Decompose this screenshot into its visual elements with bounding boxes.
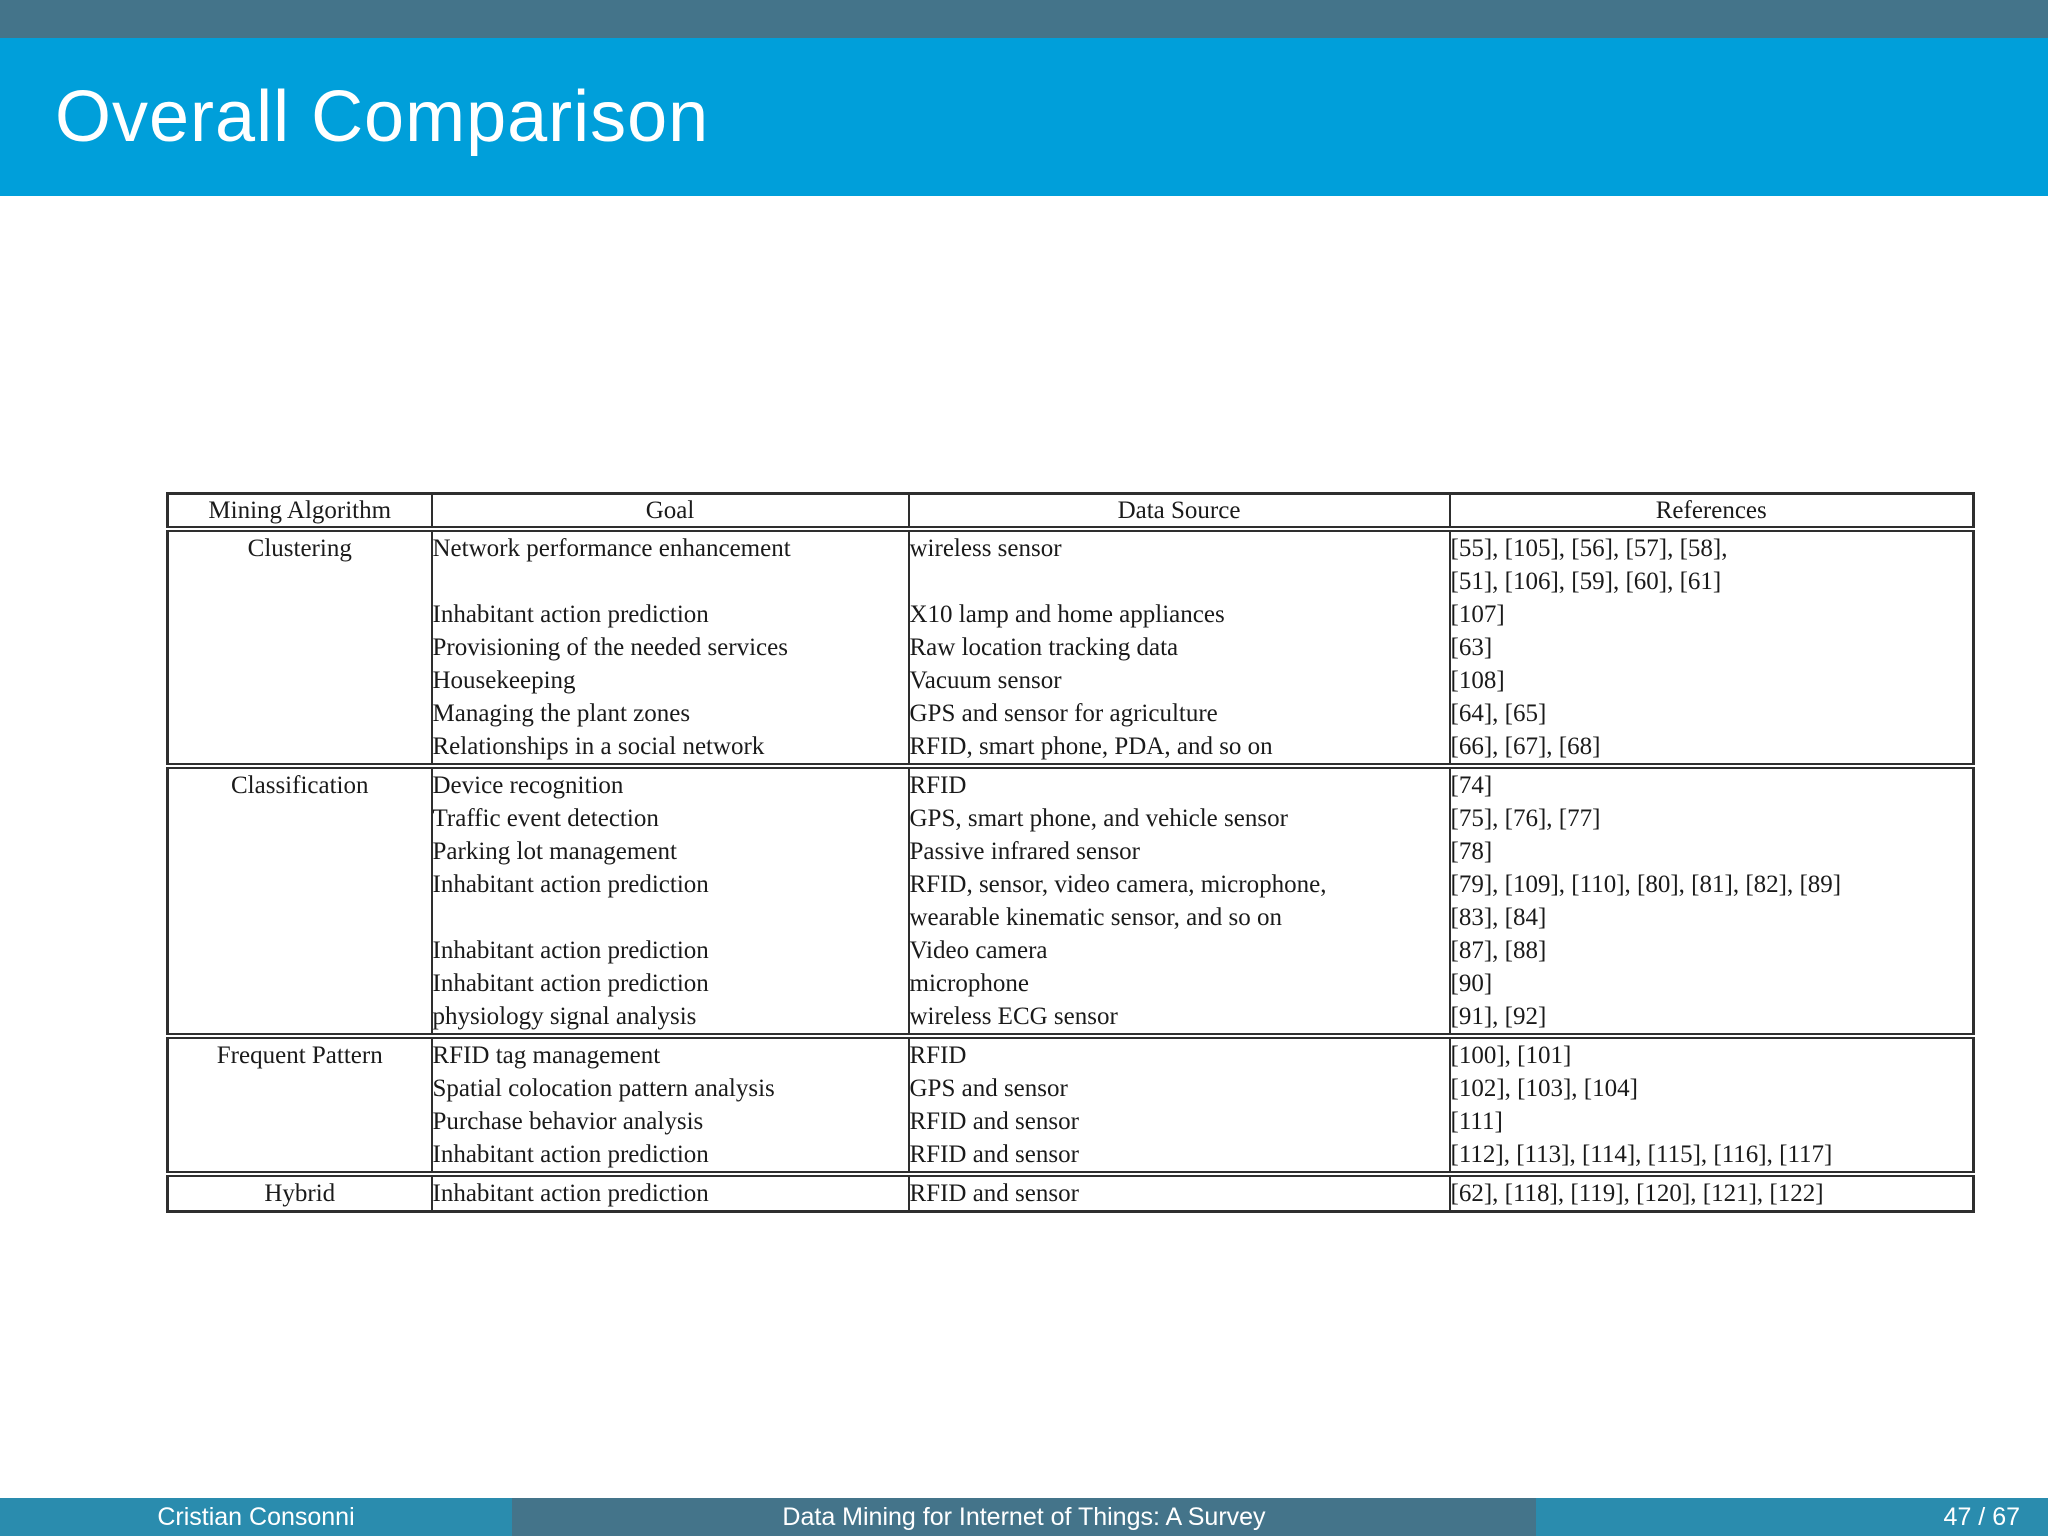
table-row: Clustering Network performance enhanceme… xyxy=(166,529,1974,766)
refs-cell: [62], [118], [119], [120], [121], [122] xyxy=(1448,1174,1974,1212)
table-row: Traffic event detection GPS, smart phone… xyxy=(168,802,1974,835)
table-header-row: Mining Algorithm Goal Data Source Refere… xyxy=(166,493,1974,529)
section-hybrid: Hybrid Inhabitant action prediction RFID… xyxy=(166,1174,1974,1212)
goal-cell: Traffic event detection xyxy=(430,802,909,835)
page-title: Overall Comparison xyxy=(55,77,710,157)
source-cell: Video camera xyxy=(907,934,1450,967)
source-cell: wireless ECG sensor xyxy=(907,1000,1450,1036)
goal-cell: Inhabitant action prediction xyxy=(430,967,909,1000)
table-row: Managing the plant zones GPS and sensor … xyxy=(168,697,1974,730)
refs-cell: [78] xyxy=(1448,835,1974,868)
refs-cell: [102], [103], [104] xyxy=(1448,1072,1974,1105)
column-header-mining-algorithm: Mining Algorithm xyxy=(166,493,432,529)
algorithm-cell: Frequent Pattern xyxy=(166,1036,432,1174)
goal-cell: RFID tag management xyxy=(430,1036,909,1072)
algorithm-cell: Classification xyxy=(166,766,432,1036)
refs-cell: [64], [65] xyxy=(1448,697,1974,730)
refs-cell: [87], [88] xyxy=(1448,934,1974,967)
source-cell: microphone xyxy=(907,967,1450,1000)
goal-cell: Inhabitant action prediction xyxy=(430,1174,909,1212)
column-header-references: References xyxy=(1448,493,1974,529)
goal-cell: Housekeeping xyxy=(430,664,909,697)
source-cell: RFID, smart phone, PDA, and so on xyxy=(907,730,1450,766)
goal-cell: Purchase behavior analysis xyxy=(430,1105,909,1138)
goal-cell: Inhabitant action prediction xyxy=(430,1138,909,1174)
refs-cell: [55], [105], [56], [57], [58], [51], [10… xyxy=(1448,529,1974,598)
refs-cell: [79], [109], [110], [80], [81], [82], [8… xyxy=(1448,868,1974,934)
section-clustering: Clustering Network performance enhanceme… xyxy=(166,529,1974,766)
table-row: Purchase behavior analysis RFID and sens… xyxy=(168,1105,1974,1138)
refs-cell: [74] xyxy=(1448,766,1974,802)
refs-cell: [112], [113], [114], [115], [116], [117] xyxy=(1448,1138,1974,1174)
algorithm-cell: Hybrid xyxy=(166,1174,432,1212)
section-classification: Classification Device recognition RFID [… xyxy=(166,766,1974,1036)
table-row: Classification Device recognition RFID [… xyxy=(166,766,1974,1036)
table-row: physiology signal analysis wireless ECG … xyxy=(168,1000,1974,1036)
source-cell: Raw location tracking data xyxy=(907,631,1450,664)
algorithm-cell: Clustering xyxy=(166,529,432,766)
source-cell: RFID xyxy=(907,1036,1450,1072)
table-row: Inhabitant action prediction RFID and se… xyxy=(168,1138,1974,1174)
column-header-goal: Goal xyxy=(430,493,909,529)
comparison-table-container: Mining Algorithm Goal Data Source Refere… xyxy=(166,492,1975,1213)
goal-cell: Network performance enhancement xyxy=(430,529,909,598)
table-row: Frequent Pattern RFID tag management RFI… xyxy=(166,1036,1974,1174)
comparison-table: Mining Algorithm Goal Data Source Refere… xyxy=(166,492,1975,1213)
goal-cell: Inhabitant action prediction xyxy=(430,934,909,967)
refs-cell: [66], [67], [68] xyxy=(1448,730,1974,766)
table-row: Inhabitant action prediction Video camer… xyxy=(168,934,1974,967)
source-cell: GPS and sensor for agriculture xyxy=(907,697,1450,730)
source-cell: wireless sensor xyxy=(907,529,1450,598)
table-row: Inhabitant action prediction X10 lamp an… xyxy=(168,598,1974,631)
source-cell: GPS and sensor xyxy=(907,1072,1450,1105)
goal-cell: Relationships in a social network xyxy=(430,730,909,766)
goal-cell: Parking lot management xyxy=(430,835,909,868)
top-bar xyxy=(0,0,2048,38)
footer-page-number: 47 / 67 xyxy=(1536,1498,2048,1536)
table-row: Spatial colocation pattern analysis GPS … xyxy=(168,1072,1974,1105)
refs-cell: [107] xyxy=(1448,598,1974,631)
goal-cell: Inhabitant action prediction xyxy=(430,868,909,934)
table-row: Hybrid Inhabitant action prediction RFID… xyxy=(166,1174,1974,1212)
table-row: Parking lot management Passive infrared … xyxy=(168,835,1974,868)
source-cell: Passive infrared sensor xyxy=(907,835,1450,868)
goal-cell: Provisioning of the needed services xyxy=(430,631,909,664)
footer-bar: Cristian Consonni Data Mining for Intern… xyxy=(0,1498,2048,1536)
table-row: Provisioning of the needed services Raw … xyxy=(168,631,1974,664)
footer-talk-title: Data Mining for Internet of Things: A Su… xyxy=(512,1498,1536,1536)
footer-author: Cristian Consonni xyxy=(0,1498,512,1536)
refs-cell: [75], [76], [77] xyxy=(1448,802,1974,835)
refs-cell: [111] xyxy=(1448,1105,1974,1138)
table-row: Housekeeping Vacuum sensor [108] xyxy=(168,664,1974,697)
refs-cell: [91], [92] xyxy=(1448,1000,1974,1036)
source-cell: GPS, smart phone, and vehicle sensor xyxy=(907,802,1450,835)
table-header: Mining Algorithm Goal Data Source Refere… xyxy=(166,493,1974,529)
source-cell: X10 lamp and home appliances xyxy=(907,598,1450,631)
source-cell: RFID xyxy=(907,766,1450,802)
slide-title-bar: Overall Comparison xyxy=(0,38,2048,196)
table-row: Relationships in a social network RFID, … xyxy=(168,730,1974,766)
source-cell: RFID, sensor, video camera, microphone, … xyxy=(907,868,1450,934)
source-cell: RFID and sensor xyxy=(907,1174,1450,1212)
refs-cell: [63] xyxy=(1448,631,1974,664)
source-cell: RFID and sensor xyxy=(907,1105,1450,1138)
refs-cell: [90] xyxy=(1448,967,1974,1000)
column-header-data-source: Data Source xyxy=(907,493,1450,529)
source-cell: Vacuum sensor xyxy=(907,664,1450,697)
table-row: Inhabitant action prediction RFID, senso… xyxy=(168,868,1974,934)
goal-cell: Spatial colocation pattern analysis xyxy=(430,1072,909,1105)
section-frequent-pattern: Frequent Pattern RFID tag management RFI… xyxy=(166,1036,1974,1174)
table-row: Inhabitant action prediction microphone … xyxy=(168,967,1974,1000)
goal-cell: Managing the plant zones xyxy=(430,697,909,730)
source-cell: RFID and sensor xyxy=(907,1138,1450,1174)
goal-cell: Device recognition xyxy=(430,766,909,802)
refs-cell: [108] xyxy=(1448,664,1974,697)
goal-cell: physiology signal analysis xyxy=(430,1000,909,1036)
goal-cell: Inhabitant action prediction xyxy=(430,598,909,631)
refs-cell: [100], [101] xyxy=(1448,1036,1974,1072)
